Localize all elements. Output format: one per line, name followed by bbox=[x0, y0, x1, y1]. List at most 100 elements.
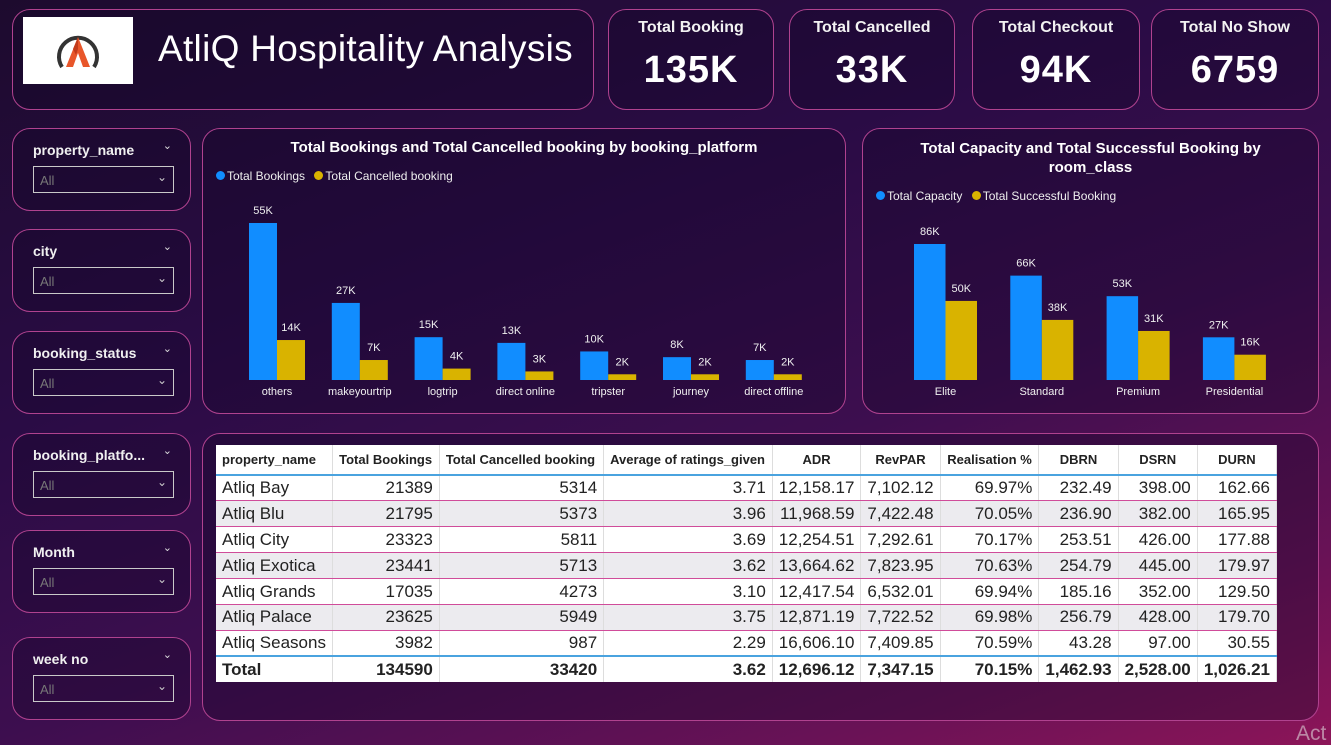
data-label: 53K bbox=[1113, 278, 1133, 290]
table-row[interactable]: Atliq Blu 21795 5373 3.96 11,968.59 7,422.48 7… bbox=[216, 500, 1278, 528]
bar-primary[interactable] bbox=[249, 223, 277, 380]
table-cell: 179.70 bbox=[1197, 604, 1278, 631]
legend-label: Total Capacity bbox=[887, 189, 963, 203]
table-cell: 5314 bbox=[439, 475, 605, 502]
bar-primary[interactable] bbox=[663, 357, 691, 380]
data-label: 55K bbox=[253, 205, 273, 217]
slicer-property-name: property_name ⌄ All ⌄ bbox=[12, 128, 191, 211]
bar-primary[interactable] bbox=[497, 342, 526, 380]
chart-title: Total Capacity and Total Successful Book… bbox=[920, 140, 1261, 176]
table-row[interactable]: Atliq Seasons 3982 987 2.29 16,606.10 7,409.8… bbox=[216, 630, 1278, 657]
table-cell: 69.94% bbox=[940, 578, 1040, 605]
bar-primary[interactable] bbox=[1010, 275, 1042, 380]
column-header[interactable]: ADR bbox=[772, 445, 862, 476]
bar-primary[interactable] bbox=[1202, 337, 1235, 380]
table-cell: 12,871.19 bbox=[772, 604, 862, 631]
bar-secondary[interactable] bbox=[1234, 354, 1266, 380]
chevron-down-icon[interactable]: ⌄ bbox=[162, 140, 172, 152]
chevron-down-icon[interactable]: ⌄ bbox=[162, 343, 172, 355]
bar-primary[interactable] bbox=[745, 360, 774, 380]
dropdown-arrow-icon[interactable]: ⌄ bbox=[156, 679, 167, 693]
table-cell: 7,722.52 bbox=[860, 604, 941, 631]
dropdown-arrow-icon[interactable]: ⌄ bbox=[156, 572, 167, 586]
legend-item[interactable]: Total Bookings bbox=[216, 169, 305, 183]
column-header[interactable]: DBRN bbox=[1038, 445, 1119, 476]
dropdown-arrow-icon[interactable]: ⌄ bbox=[156, 373, 167, 387]
bar-primary[interactable] bbox=[1106, 296, 1139, 380]
data-label: 13K bbox=[502, 325, 522, 337]
dropdown-arrow-icon[interactable]: ⌄ bbox=[156, 475, 167, 489]
table-row[interactable]: Atliq Exotica 23441 5713 3.62 13,664.62 7,823… bbox=[216, 552, 1278, 580]
data-label: 10K bbox=[584, 333, 604, 345]
table-cell: 7,422.48 bbox=[860, 500, 941, 528]
week-no-dropdown[interactable]: All ⌄ bbox=[33, 675, 174, 702]
slicer-city: city ⌄ All ⌄ bbox=[12, 229, 191, 312]
slicer-label: property_name bbox=[33, 142, 135, 158]
table-cell: 5713 bbox=[439, 552, 605, 580]
dropdown-arrow-icon[interactable]: ⌄ bbox=[156, 271, 167, 285]
kpi-label: Total Checkout bbox=[998, 19, 1114, 36]
data-label: 2K bbox=[698, 356, 712, 368]
table-row[interactable]: Atliq City 23323 5811 3.69 12,254.51 7,292.61… bbox=[216, 526, 1278, 554]
bar-primary[interactable] bbox=[914, 244, 946, 380]
data-label: 86K bbox=[920, 226, 940, 238]
dropdown-arrow-icon[interactable]: ⌄ bbox=[156, 170, 167, 184]
data-label: 14K bbox=[281, 322, 301, 334]
table-cell: 445.00 bbox=[1118, 552, 1198, 580]
data-label: 16K bbox=[1240, 337, 1260, 349]
table-cell: 5811 bbox=[439, 526, 605, 554]
city-dropdown[interactable]: All ⌄ bbox=[33, 267, 174, 294]
legend-item[interactable]: Total Capacity bbox=[876, 189, 962, 203]
chevron-down-icon[interactable]: ⌄ bbox=[162, 445, 172, 457]
booking-status-dropdown[interactable]: All ⌄ bbox=[33, 369, 174, 396]
bar-secondary[interactable] bbox=[608, 374, 637, 380]
property-name-cell: Atliq City bbox=[216, 526, 334, 554]
kpi-value: 6759 bbox=[1190, 49, 1280, 91]
table-row[interactable]: Atliq Palace 23625 5949 3.75 12,871.19 7,722.… bbox=[216, 604, 1278, 631]
bar-secondary[interactable] bbox=[691, 374, 719, 380]
bar-primary[interactable] bbox=[414, 337, 443, 380]
bar-secondary[interactable] bbox=[1041, 319, 1074, 380]
table-row[interactable]: Atliq Bay 21389 5314 3.71 12,158.17 7,102.12 6… bbox=[216, 475, 1278, 502]
month-dropdown[interactable]: All ⌄ bbox=[33, 568, 174, 595]
bar-secondary[interactable] bbox=[359, 360, 388, 380]
table-cell: 7,102.12 bbox=[860, 475, 941, 502]
page-title: AtliQ Hospitality Analysis bbox=[158, 28, 573, 69]
column-header[interactable]: DSRN bbox=[1118, 445, 1198, 476]
data-label: 15K bbox=[419, 319, 439, 331]
column-header[interactable]: property_name bbox=[216, 445, 334, 476]
bar-secondary[interactable] bbox=[1138, 330, 1170, 380]
chevron-down-icon[interactable]: ⌄ bbox=[162, 542, 172, 554]
bar-secondary[interactable] bbox=[277, 340, 305, 380]
table-cell: 70.59% bbox=[940, 630, 1040, 657]
column-header[interactable]: Total Cancelled booking bbox=[439, 445, 605, 476]
table-cell: 177.88 bbox=[1197, 526, 1278, 554]
table-cell: 69.97% bbox=[940, 475, 1040, 502]
property-name-dropdown[interactable]: All ⌄ bbox=[33, 166, 174, 193]
bar-secondary[interactable] bbox=[442, 368, 471, 380]
slicer-label: Month bbox=[33, 544, 75, 560]
column-header[interactable]: Realisation % bbox=[940, 445, 1040, 476]
column-header[interactable]: Average of ratings_given bbox=[603, 445, 773, 476]
table-cell: 12,158.17 bbox=[772, 475, 862, 502]
legend-item[interactable]: Total Cancelled booking bbox=[314, 169, 453, 183]
dropdown-value: All bbox=[40, 478, 55, 493]
total-cell: 33420 bbox=[439, 655, 605, 683]
booking-platform-dropdown[interactable]: All ⌄ bbox=[33, 471, 174, 498]
legend-item[interactable]: Total Successful Booking bbox=[971, 189, 1116, 203]
table-cell: 3.75 bbox=[603, 604, 773, 631]
chevron-down-icon[interactable]: ⌄ bbox=[162, 649, 172, 661]
column-header[interactable]: RevPAR bbox=[860, 445, 941, 476]
bar-secondary[interactable] bbox=[945, 300, 978, 380]
column-header[interactable]: DURN bbox=[1197, 445, 1278, 476]
bar-primary[interactable] bbox=[580, 351, 609, 380]
slicer-week-no: week no ⌄ All ⌄ bbox=[12, 637, 191, 720]
table-row[interactable]: Atliq Grands 17035 4273 3.10 12,417.54 6,532.… bbox=[216, 578, 1278, 605]
bar-secondary[interactable] bbox=[525, 371, 554, 380]
column-header[interactable]: Total Bookings bbox=[332, 445, 440, 476]
bar-primary[interactable] bbox=[331, 302, 360, 380]
bar-secondary[interactable] bbox=[773, 374, 802, 380]
table-cell: 4273 bbox=[439, 578, 605, 605]
chevron-down-icon[interactable]: ⌄ bbox=[162, 241, 172, 253]
kpi-label: Total Booking bbox=[638, 19, 744, 36]
